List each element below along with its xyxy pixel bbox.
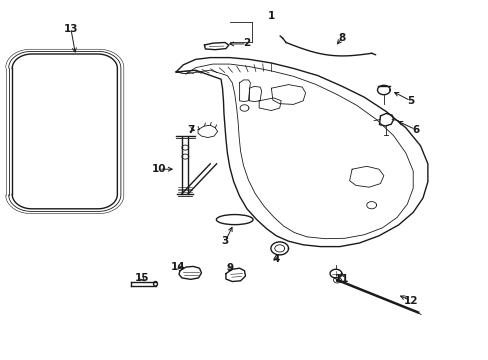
Text: 8: 8 — [338, 33, 345, 43]
Text: 4: 4 — [272, 254, 280, 264]
Text: 15: 15 — [134, 273, 149, 283]
Text: 6: 6 — [411, 125, 418, 135]
Text: 12: 12 — [403, 296, 417, 306]
Text: 1: 1 — [267, 11, 274, 21]
Text: 11: 11 — [334, 274, 349, 284]
Text: 7: 7 — [186, 125, 194, 135]
Text: 5: 5 — [407, 96, 413, 106]
Text: 13: 13 — [63, 24, 78, 34]
Text: 9: 9 — [226, 263, 233, 273]
Text: 10: 10 — [151, 164, 166, 174]
Text: 2: 2 — [243, 38, 250, 48]
Text: 3: 3 — [221, 236, 228, 246]
Text: 14: 14 — [171, 262, 185, 272]
